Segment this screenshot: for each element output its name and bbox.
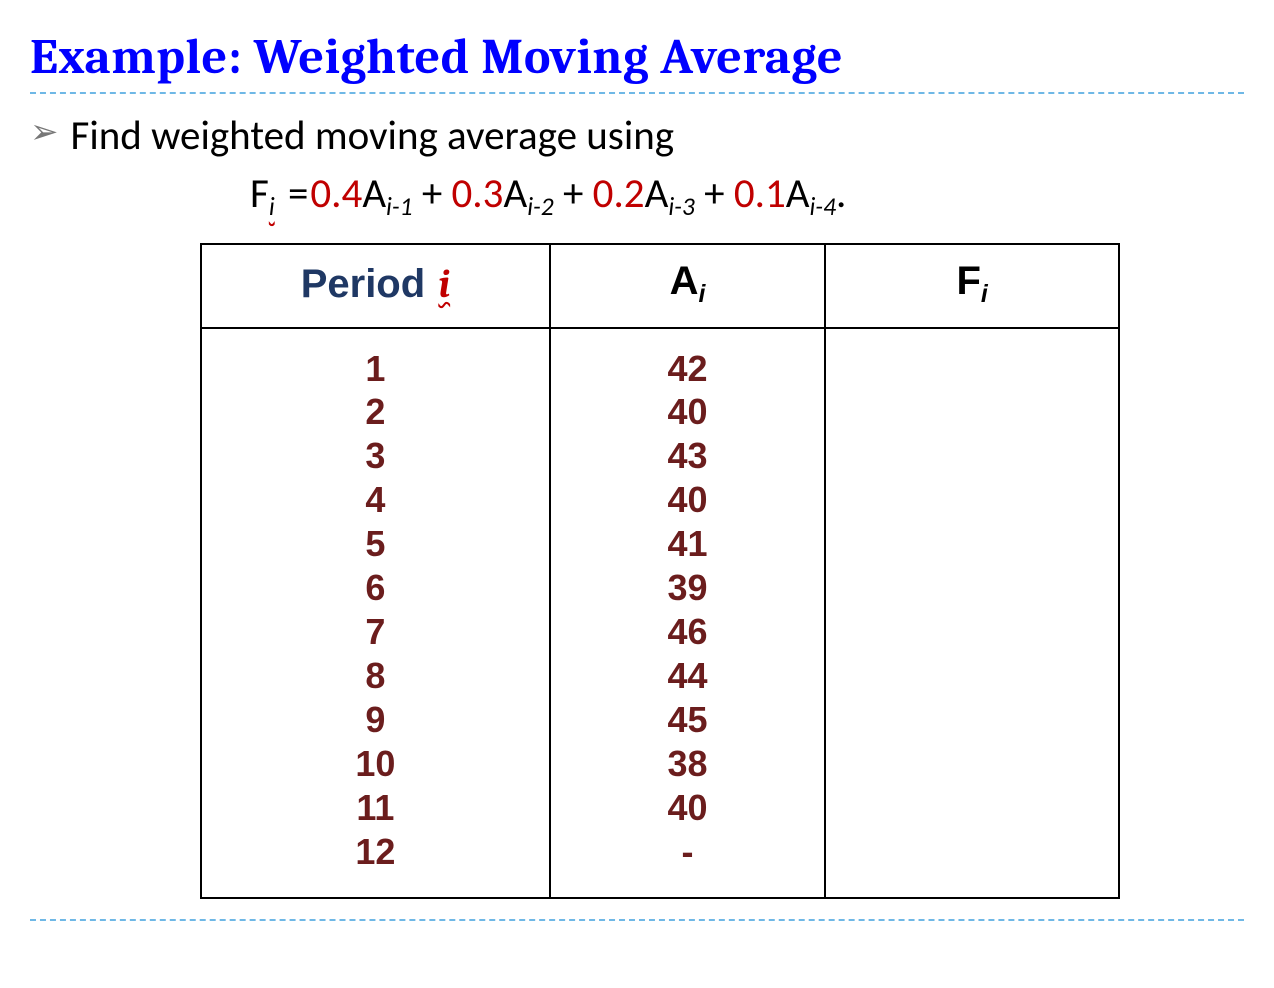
formula-lhs-sub: i [269, 191, 275, 222]
divider-bottom [30, 919, 1244, 921]
formula-coef-3: 0.1 [734, 169, 786, 219]
slide: Example: Weighted Moving Average ➢ Find … [0, 0, 1274, 988]
formula-sym-2: A [645, 169, 669, 219]
a-val: 44 [668, 654, 708, 698]
th-period-i: i [436, 261, 450, 307]
a-val: 42 [668, 347, 708, 391]
th-period: Period i [201, 244, 550, 328]
formula-lhs-sym: F [250, 169, 269, 219]
formula-eq: = [288, 169, 308, 219]
td-a: 42 40 43 40 41 39 46 44 45 38 40 - [550, 328, 825, 899]
period-val: 9 [365, 698, 385, 742]
a-val: 40 [668, 390, 708, 434]
formula-plus-1: + [563, 169, 583, 219]
period-val: 3 [365, 434, 385, 478]
formula-coef-1: 0.3 [452, 169, 504, 219]
divider-top [30, 92, 1244, 94]
formula-sub-0: i-1 [386, 191, 413, 222]
period-val: 7 [365, 610, 385, 654]
a-val: 40 [668, 786, 708, 830]
th-a-sub: i [699, 281, 706, 308]
a-val: 46 [668, 610, 708, 654]
period-val: 2 [365, 390, 385, 434]
period-val: 1 [365, 347, 385, 391]
bullet-icon: ➢ [30, 114, 59, 151]
period-val: 4 [365, 478, 385, 522]
formula-sym-0: A [362, 169, 386, 219]
th-f: Fi [825, 244, 1119, 328]
period-val: 5 [365, 522, 385, 566]
th-period-label: Period [301, 262, 425, 306]
a-val: 38 [668, 742, 708, 786]
data-table: Period i Ai Fi 1 2 [200, 243, 1120, 900]
formula-coef-0: 0.4 [310, 169, 362, 219]
th-f-sub: i [981, 281, 988, 308]
table-body-row: 1 2 3 4 5 6 7 8 9 10 11 12 [201, 328, 1119, 899]
slide-title: Example: Weighted Moving Average [30, 28, 1244, 86]
table-header-row: Period i Ai Fi [201, 244, 1119, 328]
formula-plus-2: + [704, 169, 724, 219]
formula-coef-2: 0.2 [593, 169, 645, 219]
formula-sym-3: A [786, 169, 810, 219]
period-val: 10 [355, 742, 395, 786]
formula-end: . [836, 169, 846, 219]
period-val: 12 [355, 830, 395, 874]
a-list: 42 40 43 40 41 39 46 44 45 38 40 - [559, 347, 816, 874]
formula-sub-3: i-4 [809, 191, 836, 222]
formula-sub-2: i-3 [668, 191, 695, 222]
a-val: - [682, 830, 694, 874]
data-table-wrap: Period i Ai Fi 1 2 [200, 243, 1120, 900]
a-val: 39 [668, 566, 708, 610]
period-list: 1 2 3 4 5 6 7 8 9 10 11 12 [210, 347, 541, 874]
th-f-label: F [956, 259, 980, 303]
a-val: 43 [668, 434, 708, 478]
td-f [825, 328, 1119, 899]
period-val: 11 [356, 786, 394, 830]
formula-sub-1: i-2 [527, 191, 554, 222]
a-val: 41 [668, 522, 708, 566]
formula-sym-1: A [503, 169, 527, 219]
td-period: 1 2 3 4 5 6 7 8 9 10 11 12 [201, 328, 550, 899]
th-a-label: A [670, 259, 699, 303]
a-val: 40 [668, 478, 708, 522]
th-a: Ai [550, 244, 825, 328]
period-val: 8 [365, 654, 385, 698]
bullet-text: Find weighted moving average using [71, 112, 675, 161]
period-val: 6 [365, 566, 385, 610]
a-val: 45 [668, 698, 708, 742]
formula-plus-0: + [422, 169, 442, 219]
bullet-row: ➢ Find weighted moving average using [30, 112, 1244, 161]
formula: Fi =0.4Ai-1 + 0.3Ai-2 + 0.2Ai-3 + 0.1Ai-… [250, 167, 1244, 224]
